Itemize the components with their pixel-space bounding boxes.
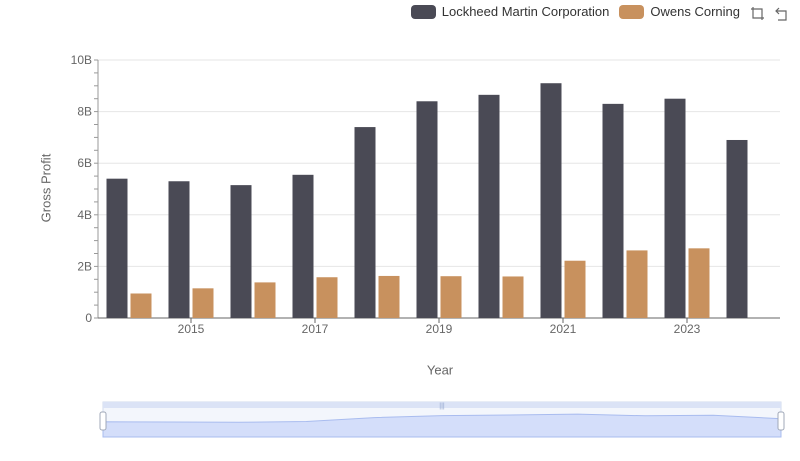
- datazoom-handle-right[interactable]: [777, 411, 785, 431]
- x-tick-label: 2015: [178, 322, 205, 336]
- bar-lockheed-2024: [726, 139, 748, 318]
- bar-owens-2020: [502, 276, 524, 318]
- bar-lockheed-2023: [664, 98, 686, 318]
- datazoom-handle-left[interactable]: [99, 411, 107, 431]
- bar-lockheed-2018: [354, 127, 376, 318]
- y-tick-label: 6B: [77, 156, 92, 170]
- bar-lockheed-2015: [168, 181, 190, 318]
- legend-label-owens: Owens Corning: [650, 4, 740, 19]
- bar-lockheed-2019: [416, 101, 438, 318]
- x-tick-label: 2021: [550, 322, 577, 336]
- bar-owens-2017: [316, 277, 338, 318]
- bar-lockheed-2020: [478, 94, 500, 318]
- bar-lockheed-2021: [540, 83, 562, 318]
- x-tick-label: 2023: [674, 322, 701, 336]
- zoom-select-icon[interactable]: [750, 6, 766, 22]
- y-tick-label: 8B: [77, 105, 92, 119]
- bar-lockheed-2022: [602, 103, 624, 318]
- bar-owens-2019: [440, 276, 462, 318]
- y-tick-label: 4B: [77, 208, 92, 222]
- zoom-reset-icon[interactable]: [774, 6, 790, 22]
- bar-owens-2018: [378, 275, 400, 318]
- chart-legend: Lockheed Martin Corporation Owens Cornin…: [410, 4, 740, 19]
- bar-owens-2014: [130, 293, 152, 318]
- bar-lockheed-2017: [292, 174, 314, 318]
- x-tick-label: 2019: [426, 322, 453, 336]
- bar-lockheed-2016: [230, 185, 252, 318]
- legend-swatch-lockheed: [410, 4, 436, 19]
- chart-toolbox: [750, 6, 790, 22]
- legend-label-lockheed: Lockheed Martin Corporation: [441, 4, 610, 19]
- x-axis-title: Year: [426, 362, 454, 378]
- bar-owens-2023: [688, 248, 710, 318]
- datazoom-grip: |||: [439, 403, 445, 410]
- y-tick-label: 10B: [71, 53, 92, 67]
- bar-owens-2016: [254, 282, 276, 318]
- y-tick-label: 0: [85, 311, 92, 325]
- legend-item-owens[interactable]: Owens Corning: [619, 4, 740, 19]
- datazoom-top-bar: [103, 402, 781, 408]
- bar-owens-2021: [564, 260, 586, 318]
- x-tick-label: 2017: [302, 322, 329, 336]
- legend-swatch-owens: [619, 4, 645, 19]
- datazoom-preview: [102, 413, 782, 438]
- bar-owens-2022: [626, 250, 648, 318]
- legend-item-lockheed[interactable]: Lockheed Martin Corporation: [410, 4, 610, 19]
- bar-lockheed-2014: [106, 178, 128, 318]
- bar-owens-2015: [192, 288, 214, 318]
- y-tick-label: 2B: [77, 259, 92, 273]
